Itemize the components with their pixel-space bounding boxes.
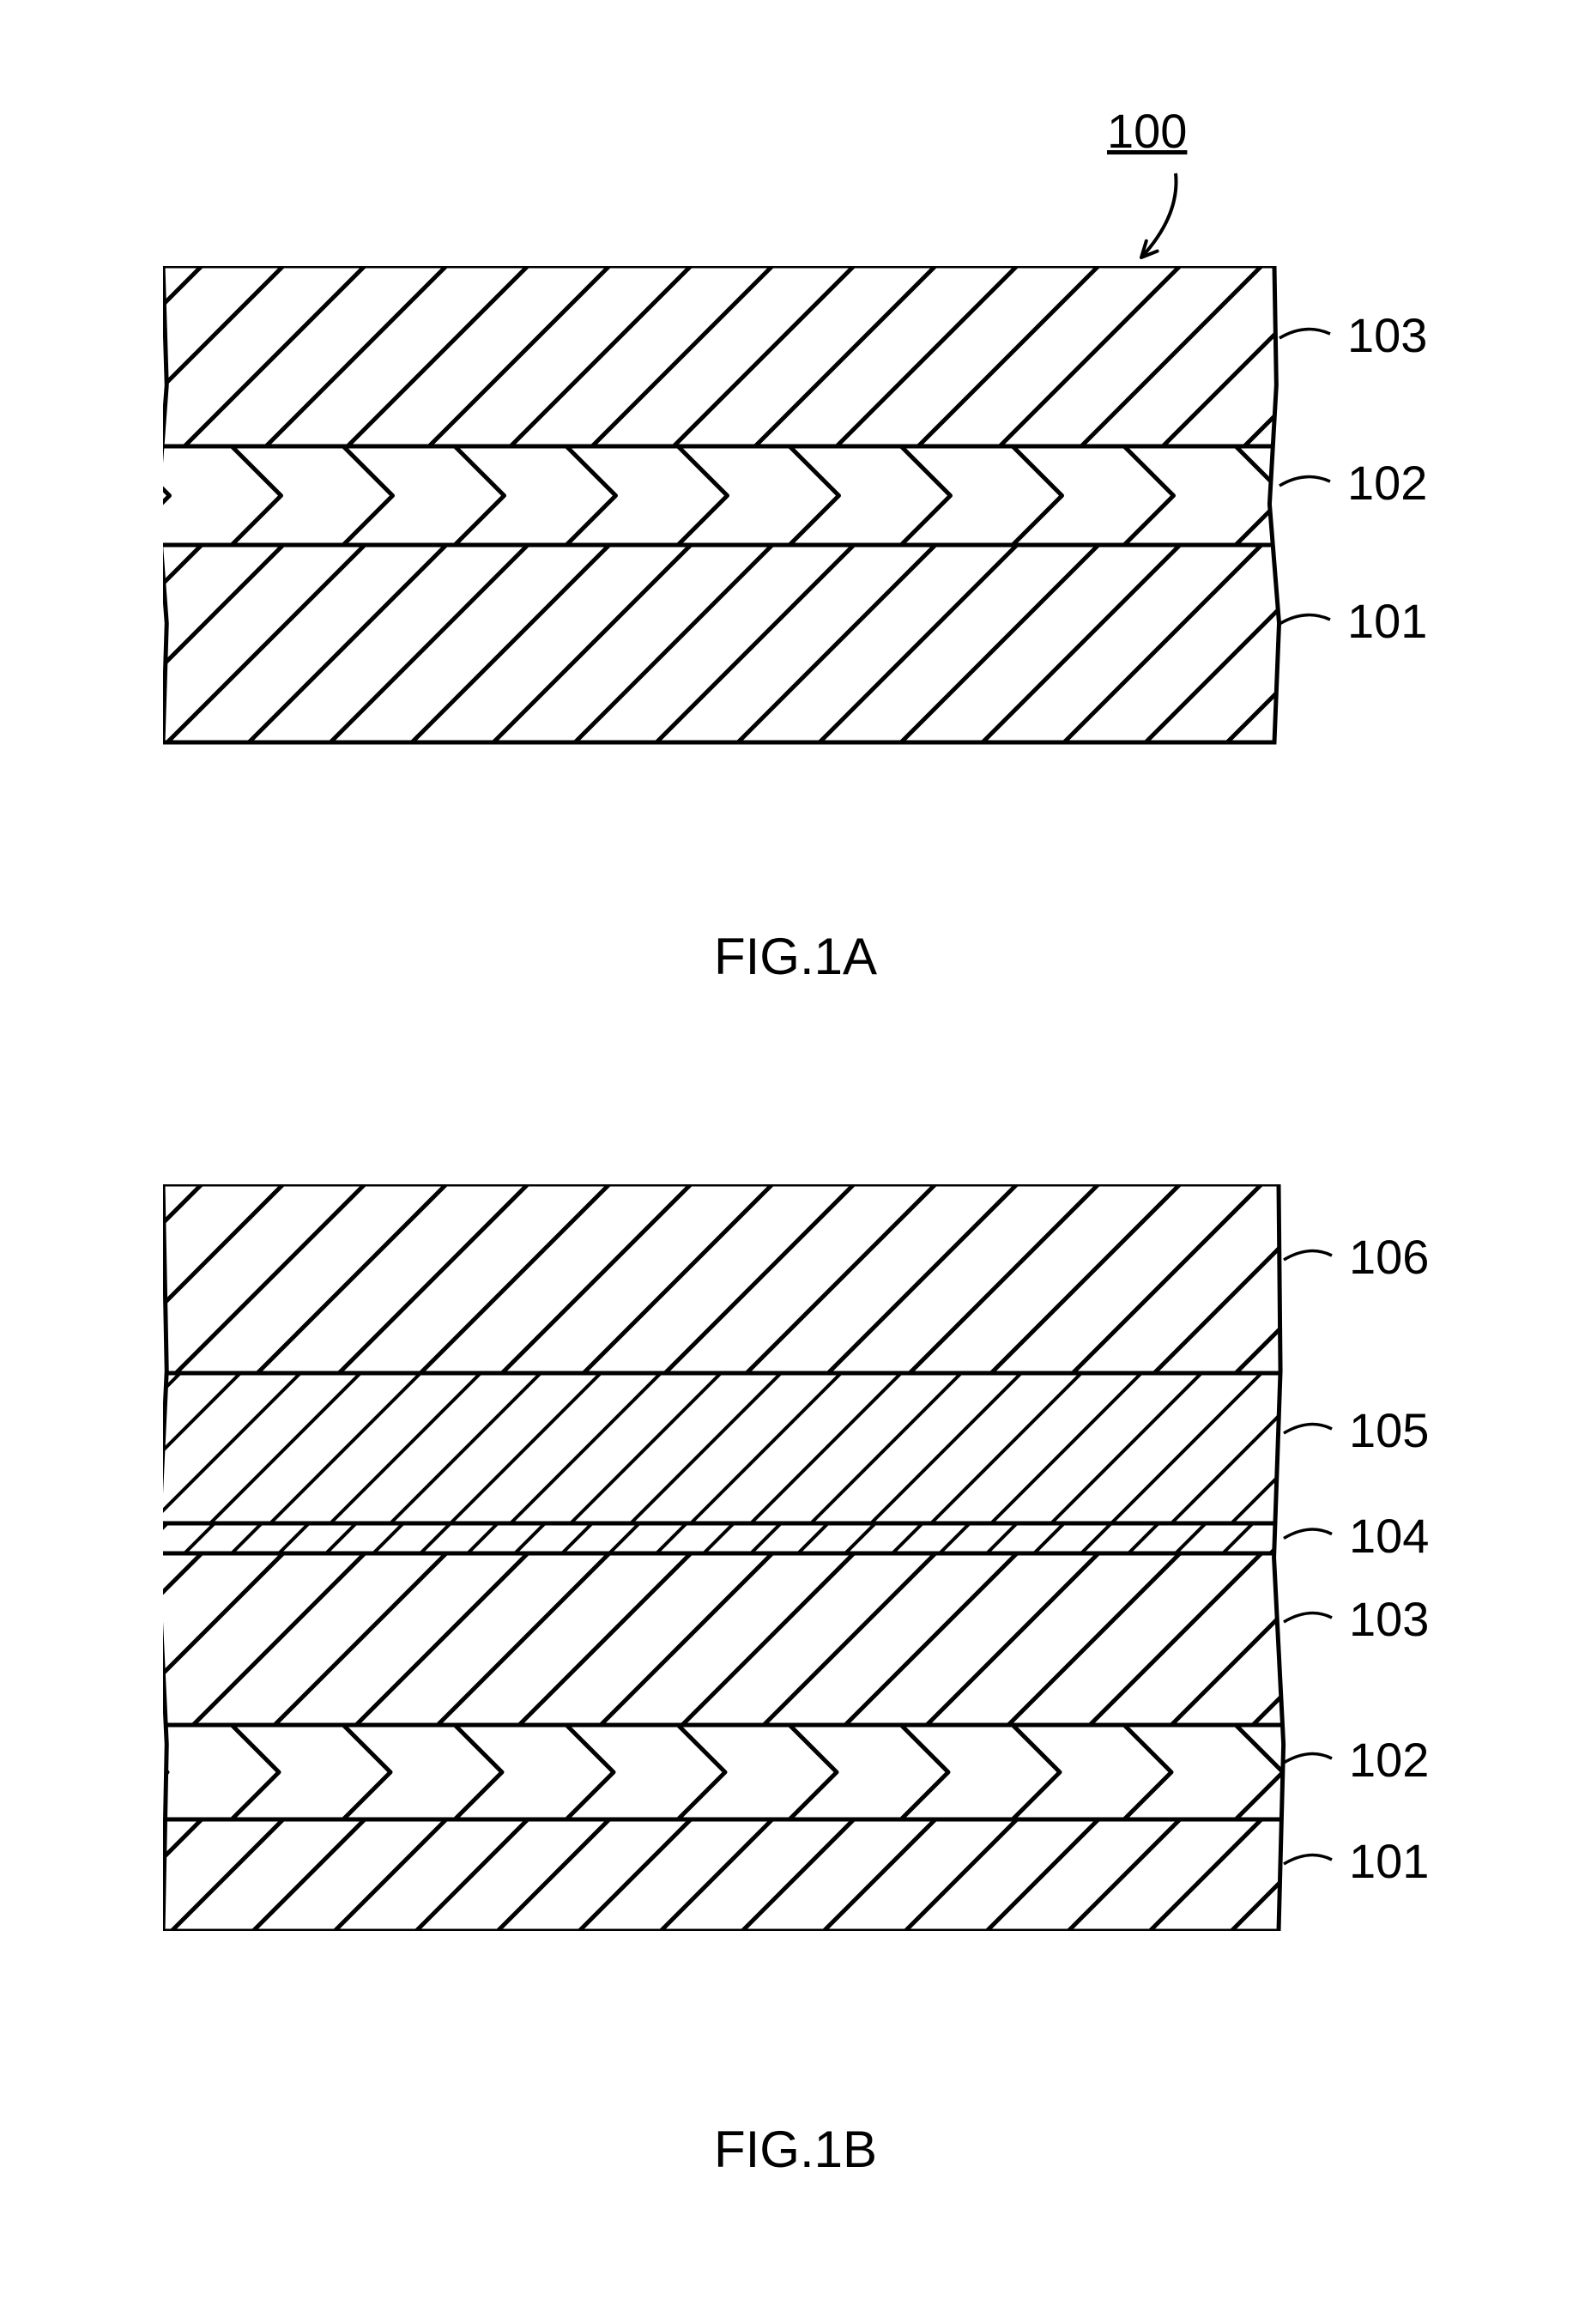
figA-ref-102: 102 — [1347, 455, 1427, 511]
figure-b — [163, 1184, 1467, 1931]
figB-ref-106: 106 — [1349, 1229, 1429, 1285]
figure-a — [163, 266, 1467, 747]
figB-ref-102: 102 — [1349, 1732, 1429, 1788]
figure-a-caption: FIG.1A — [624, 927, 967, 986]
figB-ref-101: 101 — [1349, 1833, 1429, 1889]
assembly-pointer-arrow — [1124, 156, 1296, 328]
figure-b-caption: FIG.1B — [624, 2120, 967, 2179]
figA-ref-103: 103 — [1347, 307, 1427, 363]
figB-ref-104: 104 — [1349, 1508, 1429, 1564]
figA-ref-101: 101 — [1347, 593, 1427, 649]
figB-ref-103: 103 — [1349, 1591, 1429, 1647]
figB-ref-105: 105 — [1349, 1402, 1429, 1458]
page: 100 FIG.1A FIG.1B 103 102 101 106 105 104 103… — [0, 0, 1591, 2324]
assembly-ref-label: 100 — [1107, 103, 1187, 159]
